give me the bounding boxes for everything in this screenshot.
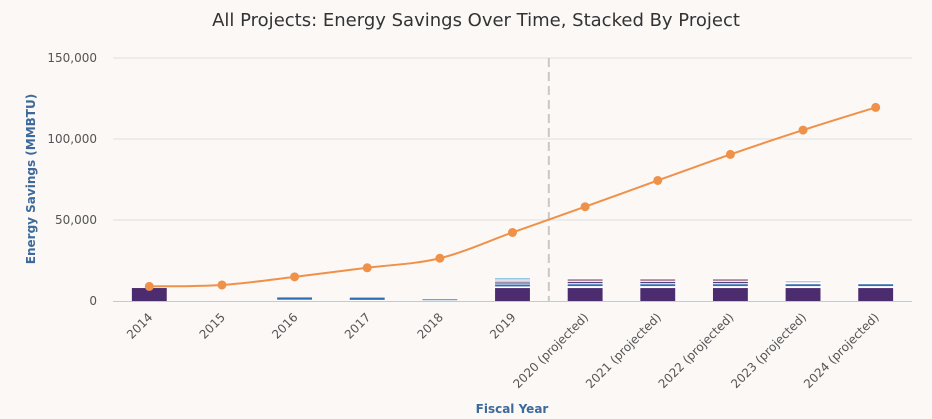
bar-segment[interactable] [858, 286, 894, 289]
bar-segment[interactable] [567, 281, 603, 283]
bar-segment[interactable] [712, 284, 748, 287]
bar-segment[interactable] [640, 278, 676, 280]
x-tick-label: 2020 (projected) [510, 310, 591, 391]
bar-segment[interactable] [785, 282, 821, 284]
bar-segment[interactable] [712, 279, 748, 281]
bar-segment[interactable] [858, 284, 894, 287]
x-tick-label: 2018 [414, 310, 445, 341]
y-tick-label: 0 [89, 294, 97, 308]
bar-segment[interactable] [640, 283, 676, 285]
x-tick-label: 2021 (projected) [583, 310, 664, 391]
bar-segment[interactable] [495, 283, 530, 285]
bar-segment[interactable] [422, 299, 458, 301]
cumulative-line-point[interactable] [144, 281, 154, 291]
x-axis-title: Fiscal Year [476, 402, 549, 416]
bar-segment[interactable] [349, 299, 385, 301]
bar-segment[interactable] [785, 286, 821, 289]
bar-segment[interactable] [567, 278, 603, 280]
bar-segment[interactable] [712, 282, 748, 284]
bar-segment[interactable] [349, 297, 385, 300]
bar-segment[interactable] [567, 288, 603, 301]
y-axis-title: Energy Savings (MMBTU) [24, 94, 38, 264]
bar-segment[interactable] [785, 283, 821, 285]
bar-segment[interactable] [567, 280, 603, 282]
x-tick-label: 2019 [487, 310, 518, 341]
y-tick-label: 100,000 [47, 132, 97, 146]
cumulative-line-point[interactable] [725, 149, 735, 159]
bar-segment[interactable] [640, 281, 676, 283]
cumulative-line-point[interactable] [217, 280, 227, 290]
cumulative-line-point[interactable] [653, 175, 663, 185]
bar-segment[interactable] [785, 280, 821, 282]
x-tick-label: 2022 (projected) [656, 310, 737, 391]
bar-segment[interactable] [567, 283, 603, 285]
cumulative-line-path [149, 106, 876, 288]
chart-title: All Projects: Energy Savings Over Time, … [212, 10, 740, 31]
bar-segment[interactable] [495, 286, 530, 289]
x-tick-label: 2023 (projected) [728, 310, 809, 391]
bar-segment[interactable] [712, 278, 748, 280]
cumulative-line-point[interactable] [871, 102, 881, 112]
bar-segment[interactable] [858, 288, 894, 301]
bar-segment[interactable] [640, 279, 676, 281]
bar-segment[interactable] [495, 284, 530, 287]
bar-segment[interactable] [858, 283, 894, 285]
bar-segment[interactable] [277, 297, 313, 300]
bar-segment[interactable] [567, 279, 603, 281]
x-tick-label: 2024 (projected) [801, 310, 882, 391]
bar-segment[interactable] [785, 288, 821, 301]
bar-segment[interactable] [640, 288, 676, 301]
bar-segment[interactable] [567, 282, 603, 284]
bar-segment[interactable] [712, 288, 748, 301]
bar-segment[interactable] [567, 284, 603, 287]
bar-segment[interactable] [495, 288, 530, 301]
bar-segment[interactable] [712, 286, 748, 289]
bar-segment[interactable] [277, 299, 313, 301]
cumulative-line-point[interactable] [508, 227, 517, 237]
stacked-bars[interactable] [131, 277, 894, 301]
cumulative-line-point[interactable] [798, 125, 808, 135]
bar-segment[interactable] [785, 281, 821, 283]
y-tick-label: 150,000 [47, 51, 97, 65]
gridlines [113, 57, 912, 221]
bar-segment[interactable] [495, 279, 530, 281]
y-axis-ticks: 0 50,000 100,000 150,000 [47, 51, 97, 308]
cumulative-line-point[interactable] [435, 253, 445, 263]
bar-segment[interactable] [712, 281, 748, 283]
y-tick-label: 50,000 [55, 213, 97, 227]
cumulative-line[interactable] [144, 102, 881, 291]
bar-segment[interactable] [640, 282, 676, 284]
bar-segment[interactable] [495, 281, 530, 283]
x-tick-label: 2016 [269, 310, 300, 341]
bar-segment[interactable] [422, 300, 458, 301]
cumulative-line-point[interactable] [362, 263, 372, 273]
bar-segment[interactable] [640, 286, 676, 289]
bar-segment[interactable] [495, 280, 530, 282]
x-tick-label: 2017 [342, 310, 373, 341]
bar-segment[interactable] [712, 283, 748, 285]
bar-segment[interactable] [495, 277, 530, 280]
bar-segment[interactable] [785, 284, 821, 287]
bar-segment[interactable] [131, 288, 167, 301]
bar-segment[interactable] [422, 298, 458, 300]
cumulative-line-point[interactable] [290, 272, 300, 282]
bar-segment[interactable] [640, 280, 676, 282]
bar-segment[interactable] [495, 282, 530, 284]
x-tick-label: 2014 [124, 310, 155, 341]
bar-segment[interactable] [712, 280, 748, 282]
bar-segment[interactable] [640, 284, 676, 287]
cumulative-line-point[interactable] [580, 202, 590, 212]
bar-segment[interactable] [858, 282, 894, 284]
bar-segment[interactable] [567, 286, 603, 289]
x-tick-label: 2015 [197, 310, 228, 341]
